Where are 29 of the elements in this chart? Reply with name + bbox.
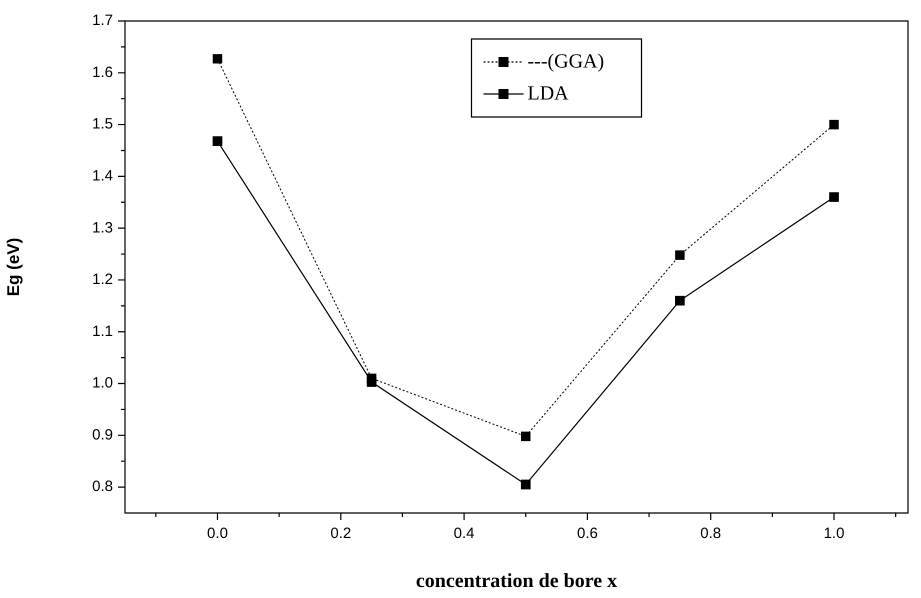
y-tick-label: 1.2: [92, 271, 113, 288]
y-tick-label: 1.5: [92, 116, 113, 133]
x-tick-label: 0.8: [700, 525, 722, 542]
legend-label: ---(GGA): [528, 50, 604, 72]
point: [829, 120, 839, 130]
y-axis-title: Eg (eV): [4, 238, 23, 296]
y-tick-label: 1.1: [92, 322, 113, 340]
point: [212, 54, 222, 64]
x-tick-label: 0.2: [330, 525, 352, 542]
x-tick-label: 0.0: [207, 525, 228, 542]
x-tick-label: 0.6: [576, 525, 598, 542]
y-tick-label: 1.7: [92, 12, 113, 30]
point: [521, 432, 530, 442]
y-tick-label: 1.4: [92, 168, 113, 185]
y-tick-label: 1.6: [92, 64, 113, 81]
y-tick-label: 0.8: [92, 478, 113, 496]
y-tick-label: 0.9: [92, 426, 113, 444]
x-axis-title: concentration de bore x: [416, 570, 618, 592]
point: [366, 374, 376, 384]
x-tick-label: 0.4: [454, 525, 475, 542]
point: [520, 480, 531, 490]
point: [675, 250, 685, 260]
point: [829, 192, 839, 202]
point: [212, 136, 222, 146]
legend-label: LDA: [528, 82, 570, 104]
y-tick-label: 1.0: [92, 374, 113, 392]
x-tick-label: 1.0: [824, 525, 844, 542]
point: [675, 296, 685, 306]
y-tick-label: 1.3: [92, 219, 113, 236]
